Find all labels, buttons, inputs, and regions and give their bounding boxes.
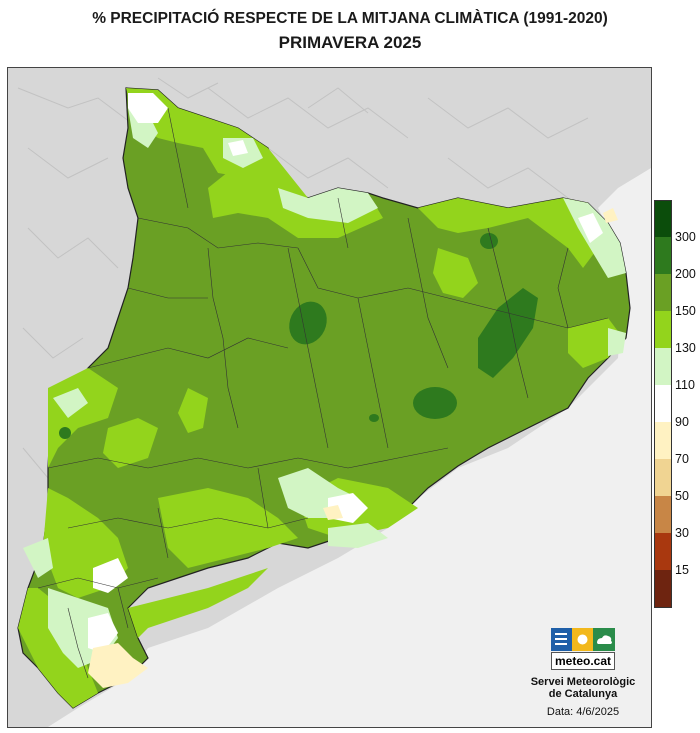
legend-swatch-30-50 (655, 496, 671, 533)
map-subtitle: PRIMAVERA 2025 (278, 33, 422, 52)
legend-label-15: 15 (675, 563, 689, 577)
legend-swatch-150-200 (655, 274, 671, 311)
zone-200-300 (59, 233, 538, 439)
cloud-icon (597, 635, 612, 644)
legend-label-110: 110 (675, 378, 695, 392)
legend-swatch-200-300 (655, 237, 671, 274)
legend-label-90: 90 (675, 415, 689, 429)
sea (48, 168, 651, 727)
meteocat-logo[interactable]: meteo.cat (551, 628, 615, 670)
legend-label-200: 200 (675, 267, 696, 281)
wind-icon (555, 633, 567, 645)
map-frame (7, 67, 652, 728)
legend: 300 200 150 130 110 90 70 50 30 15 (654, 200, 700, 610)
organization-name-line1: Servei Meteorològic (530, 676, 636, 688)
relief-texture (17, 77, 589, 479)
legend-swatch-300plus (655, 201, 671, 237)
issue-date: Data: 4/6/2025 (546, 706, 620, 718)
legend-label-150: 150 (675, 304, 696, 318)
legend-swatch-90-110 (655, 385, 671, 422)
legend-label-130: 130 (675, 341, 696, 355)
zone-70-90 (88, 208, 618, 688)
legend-swatch-below-15 (655, 570, 671, 607)
legend-swatch-50-70 (655, 459, 671, 496)
sun-icon (577, 634, 588, 645)
zone-90-110 (88, 93, 603, 653)
precipitation-map (8, 68, 651, 727)
legend-swatch-130-150 (655, 311, 671, 348)
legend-swatch-70-90 (655, 422, 671, 459)
legend-label-50: 50 (675, 489, 689, 503)
legend-swatch-110-130 (655, 348, 671, 385)
legend-label-300: 300 (675, 230, 696, 244)
logo-text: meteo.cat (551, 652, 615, 670)
legend-label-70: 70 (675, 452, 689, 466)
map-title: % PRECIPITACIÓ RESPECTE DE LA MITJANA CL… (92, 10, 608, 27)
organization-name-line2: de Catalunya (548, 688, 618, 700)
legend-swatch-15-30 (655, 533, 671, 570)
comarca-boundaries (37, 107, 609, 679)
legend-color-bar (654, 200, 672, 608)
legend-label-30: 30 (675, 526, 689, 540)
weather-icons-logo (551, 628, 615, 651)
